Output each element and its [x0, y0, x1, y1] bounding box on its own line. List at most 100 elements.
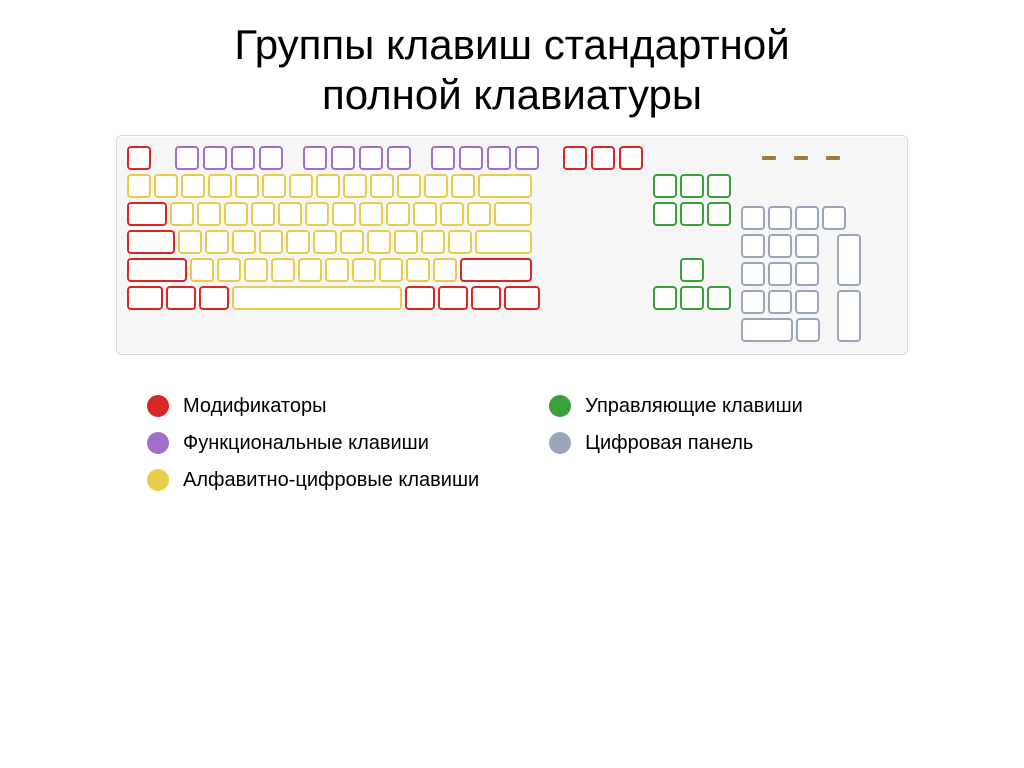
legend-dot [147, 469, 169, 491]
key [680, 202, 704, 226]
legend-dot [549, 432, 571, 454]
key [259, 230, 283, 254]
key [795, 290, 819, 314]
key [232, 286, 402, 310]
legend-dot [549, 395, 571, 417]
key [768, 262, 792, 286]
key [563, 146, 587, 170]
key-row [127, 202, 643, 226]
key [405, 286, 435, 310]
key [379, 258, 403, 282]
key [370, 174, 394, 198]
key [653, 202, 677, 226]
key [487, 146, 511, 170]
key [127, 146, 151, 170]
key [448, 230, 472, 254]
key [467, 202, 491, 226]
key [286, 230, 310, 254]
key [707, 286, 731, 310]
spacer [707, 258, 731, 282]
legend-item: Модификаторы [147, 395, 479, 418]
key [438, 286, 468, 310]
title-line-2: полной клавиатуры [322, 71, 702, 118]
legend: Модификаторы Функциональные клавиши Алфави… [107, 395, 917, 492]
key [289, 174, 313, 198]
legend-item: Цифровая панель [549, 432, 803, 455]
key [471, 286, 501, 310]
key [127, 286, 163, 310]
key-row [741, 290, 861, 314]
title-line-1: Группы клавиш стандартной [234, 21, 789, 68]
legend-column: Управляющие клавиши Цифровая панель [549, 395, 803, 492]
key [653, 174, 677, 198]
legend-dot [147, 395, 169, 417]
key [313, 230, 337, 254]
keyboard-container [0, 135, 1024, 355]
key [278, 202, 302, 226]
key-row [653, 202, 731, 226]
key [305, 202, 329, 226]
key [433, 258, 457, 282]
legend-item: Алфавитно-цифровые клавиши [147, 469, 479, 492]
key [460, 258, 532, 282]
key-row [653, 146, 731, 170]
key [680, 174, 704, 198]
key [515, 146, 539, 170]
key-row [127, 146, 643, 170]
key [387, 146, 411, 170]
key [741, 206, 765, 230]
legend-item: Функциональные клавиши [147, 432, 479, 455]
key [394, 230, 418, 254]
key [331, 146, 355, 170]
spacer [155, 146, 171, 170]
key-row [741, 234, 861, 258]
key [367, 230, 391, 254]
key [343, 174, 367, 198]
key [197, 202, 221, 226]
key-row [127, 174, 643, 198]
legend-label: Управляющие клавиши [585, 395, 803, 418]
key-row [127, 258, 643, 282]
legend-column: Модификаторы Функциональные клавиши Алфави… [147, 395, 479, 492]
spacer [653, 146, 731, 170]
key [795, 206, 819, 230]
key [127, 174, 151, 198]
key [235, 174, 259, 198]
spacer [653, 258, 677, 282]
key [741, 234, 765, 258]
main-cluster [127, 146, 643, 342]
key [741, 290, 765, 314]
key [166, 286, 196, 310]
key-row [127, 230, 643, 254]
key [459, 146, 483, 170]
nav-cluster [653, 146, 731, 342]
key [406, 258, 430, 282]
spacer [543, 146, 559, 170]
spacer [415, 146, 427, 170]
key [244, 258, 268, 282]
key [205, 230, 229, 254]
key [359, 202, 383, 226]
key [768, 234, 792, 258]
key [199, 286, 229, 310]
key [217, 258, 241, 282]
led-row [741, 146, 861, 170]
key [190, 258, 214, 282]
key [478, 174, 532, 198]
key [741, 318, 793, 342]
key [303, 146, 327, 170]
key [680, 286, 704, 310]
key [822, 206, 846, 230]
key [475, 230, 532, 254]
key-row [741, 206, 861, 230]
key [795, 234, 819, 258]
key [178, 230, 202, 254]
led-indicator [794, 156, 808, 160]
legend-label: Функциональные клавиши [183, 432, 429, 455]
key [203, 146, 227, 170]
led-indicator [826, 156, 840, 160]
key [837, 234, 861, 286]
key [271, 258, 295, 282]
slide: Группы клавиш стандартной полной клавиат… [0, 0, 1024, 768]
key-row [127, 286, 643, 310]
